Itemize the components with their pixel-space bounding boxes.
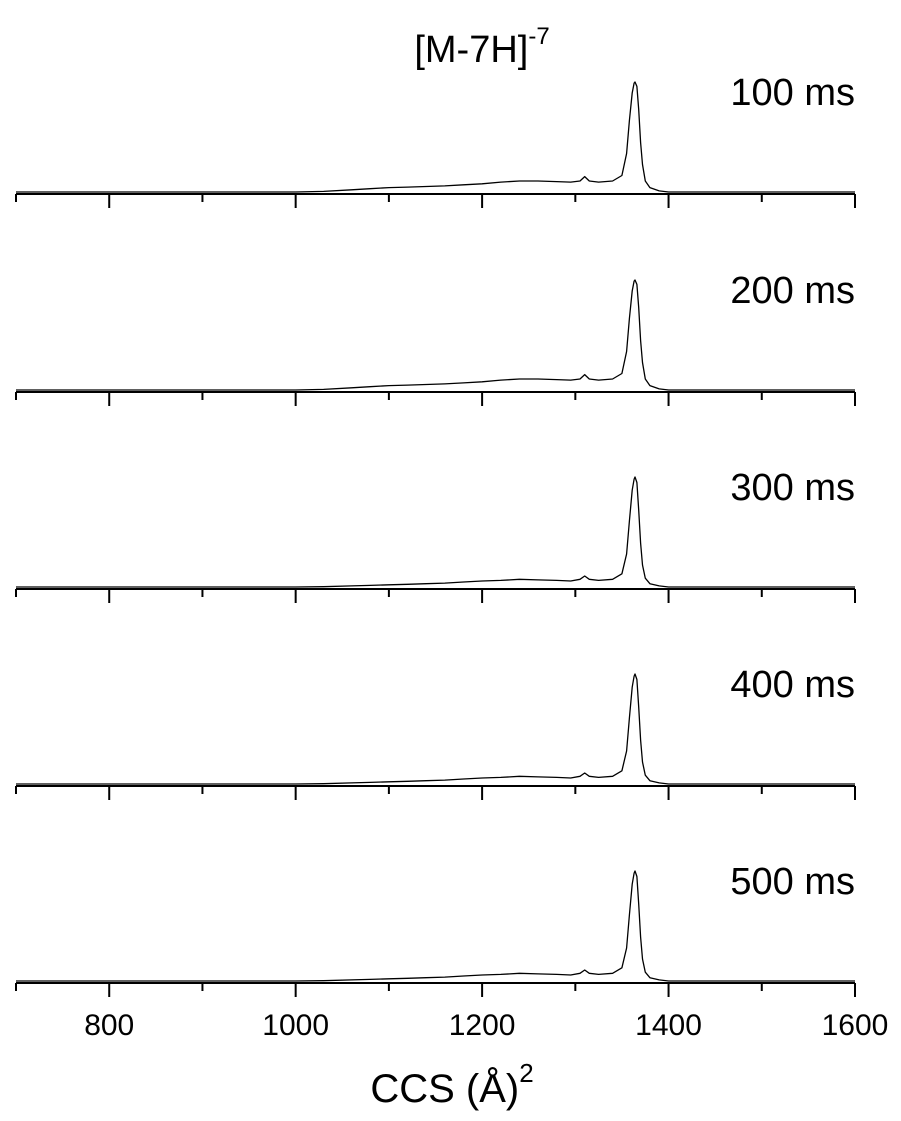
x-axis-label-text: CCS (Å) [370,1066,519,1111]
series-line [16,476,855,588]
panel-5: 500 ms [15,861,856,997]
chart-title: [M-7H]-7 [414,23,549,71]
x-tick-labels: 800 1000 1200 1400 1600 [84,1009,888,1042]
x-tick-label: 800 [84,1009,134,1042]
series-label: 400 ms [730,664,855,706]
chart-title-text: [M-7H] [414,29,528,71]
series-label: 500 ms [730,861,855,903]
x-axis-label-superscript: 2 [519,1058,533,1088]
x-tick-label: 1600 [822,1009,889,1042]
x-axis-label: CCS (Å)2 [370,1058,533,1111]
x-tick-label: 1400 [635,1009,702,1042]
panel-2: 200 ms [15,270,856,406]
series-label: 200 ms [730,270,855,312]
panel-4: 400 ms [15,664,856,800]
panel-3: 300 ms [15,467,856,603]
x-tick-label: 1200 [449,1009,516,1042]
series-label: 100 ms [730,72,855,114]
x-tick-label: 1000 [262,1009,329,1042]
series-label: 300 ms [730,467,855,509]
panels-group: 100 ms 200 ms 300 ms 400 ms 500 ms [15,72,856,997]
series-line [16,673,855,785]
chart-title-superscript: -7 [528,23,549,50]
series-line [16,81,855,193]
series-line [16,279,855,391]
series-line [16,870,855,982]
panel-1: 100 ms [15,72,856,208]
